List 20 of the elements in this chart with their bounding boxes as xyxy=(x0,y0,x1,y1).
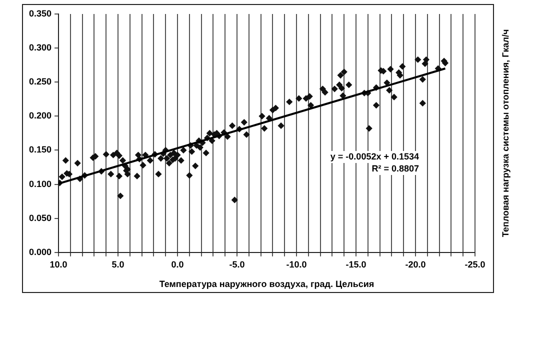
x-axis-title: Температура наружного воздуха, град. Цельсия xyxy=(159,279,374,290)
y-tick-label: 0.300 xyxy=(28,42,52,53)
y-tick-label: 0.250 xyxy=(28,76,52,87)
annotation: R² = 0.8807 xyxy=(372,164,419,174)
y-axis-title: Тепловая нагрузка системы отопления, Гкал/ч xyxy=(500,29,510,238)
y-tick-label: 0.050 xyxy=(28,212,52,223)
x-tick-label: 5.0 xyxy=(112,259,124,270)
x-tick-label: 0.0 xyxy=(171,259,184,270)
x-tick-label: -20.0 xyxy=(405,259,426,270)
x-tick-label: -25.0 xyxy=(464,259,486,270)
y-tick-label: 0.200 xyxy=(28,110,52,121)
x-tick-label: 10.0 xyxy=(50,259,68,270)
x-tick-label: -15.0 xyxy=(346,259,366,270)
y-tick-label: 0.350 xyxy=(28,8,52,18)
y-tick-label: 0.100 xyxy=(28,178,52,189)
x-tick-label: -5.0 xyxy=(229,259,245,270)
y-tick-label: 0.150 xyxy=(28,144,52,155)
x-tick-label: -10.0 xyxy=(286,259,307,270)
annotation: y = -0.0052x + 0.1534 xyxy=(330,152,419,162)
y-tick-label: 0.000 xyxy=(28,246,52,257)
